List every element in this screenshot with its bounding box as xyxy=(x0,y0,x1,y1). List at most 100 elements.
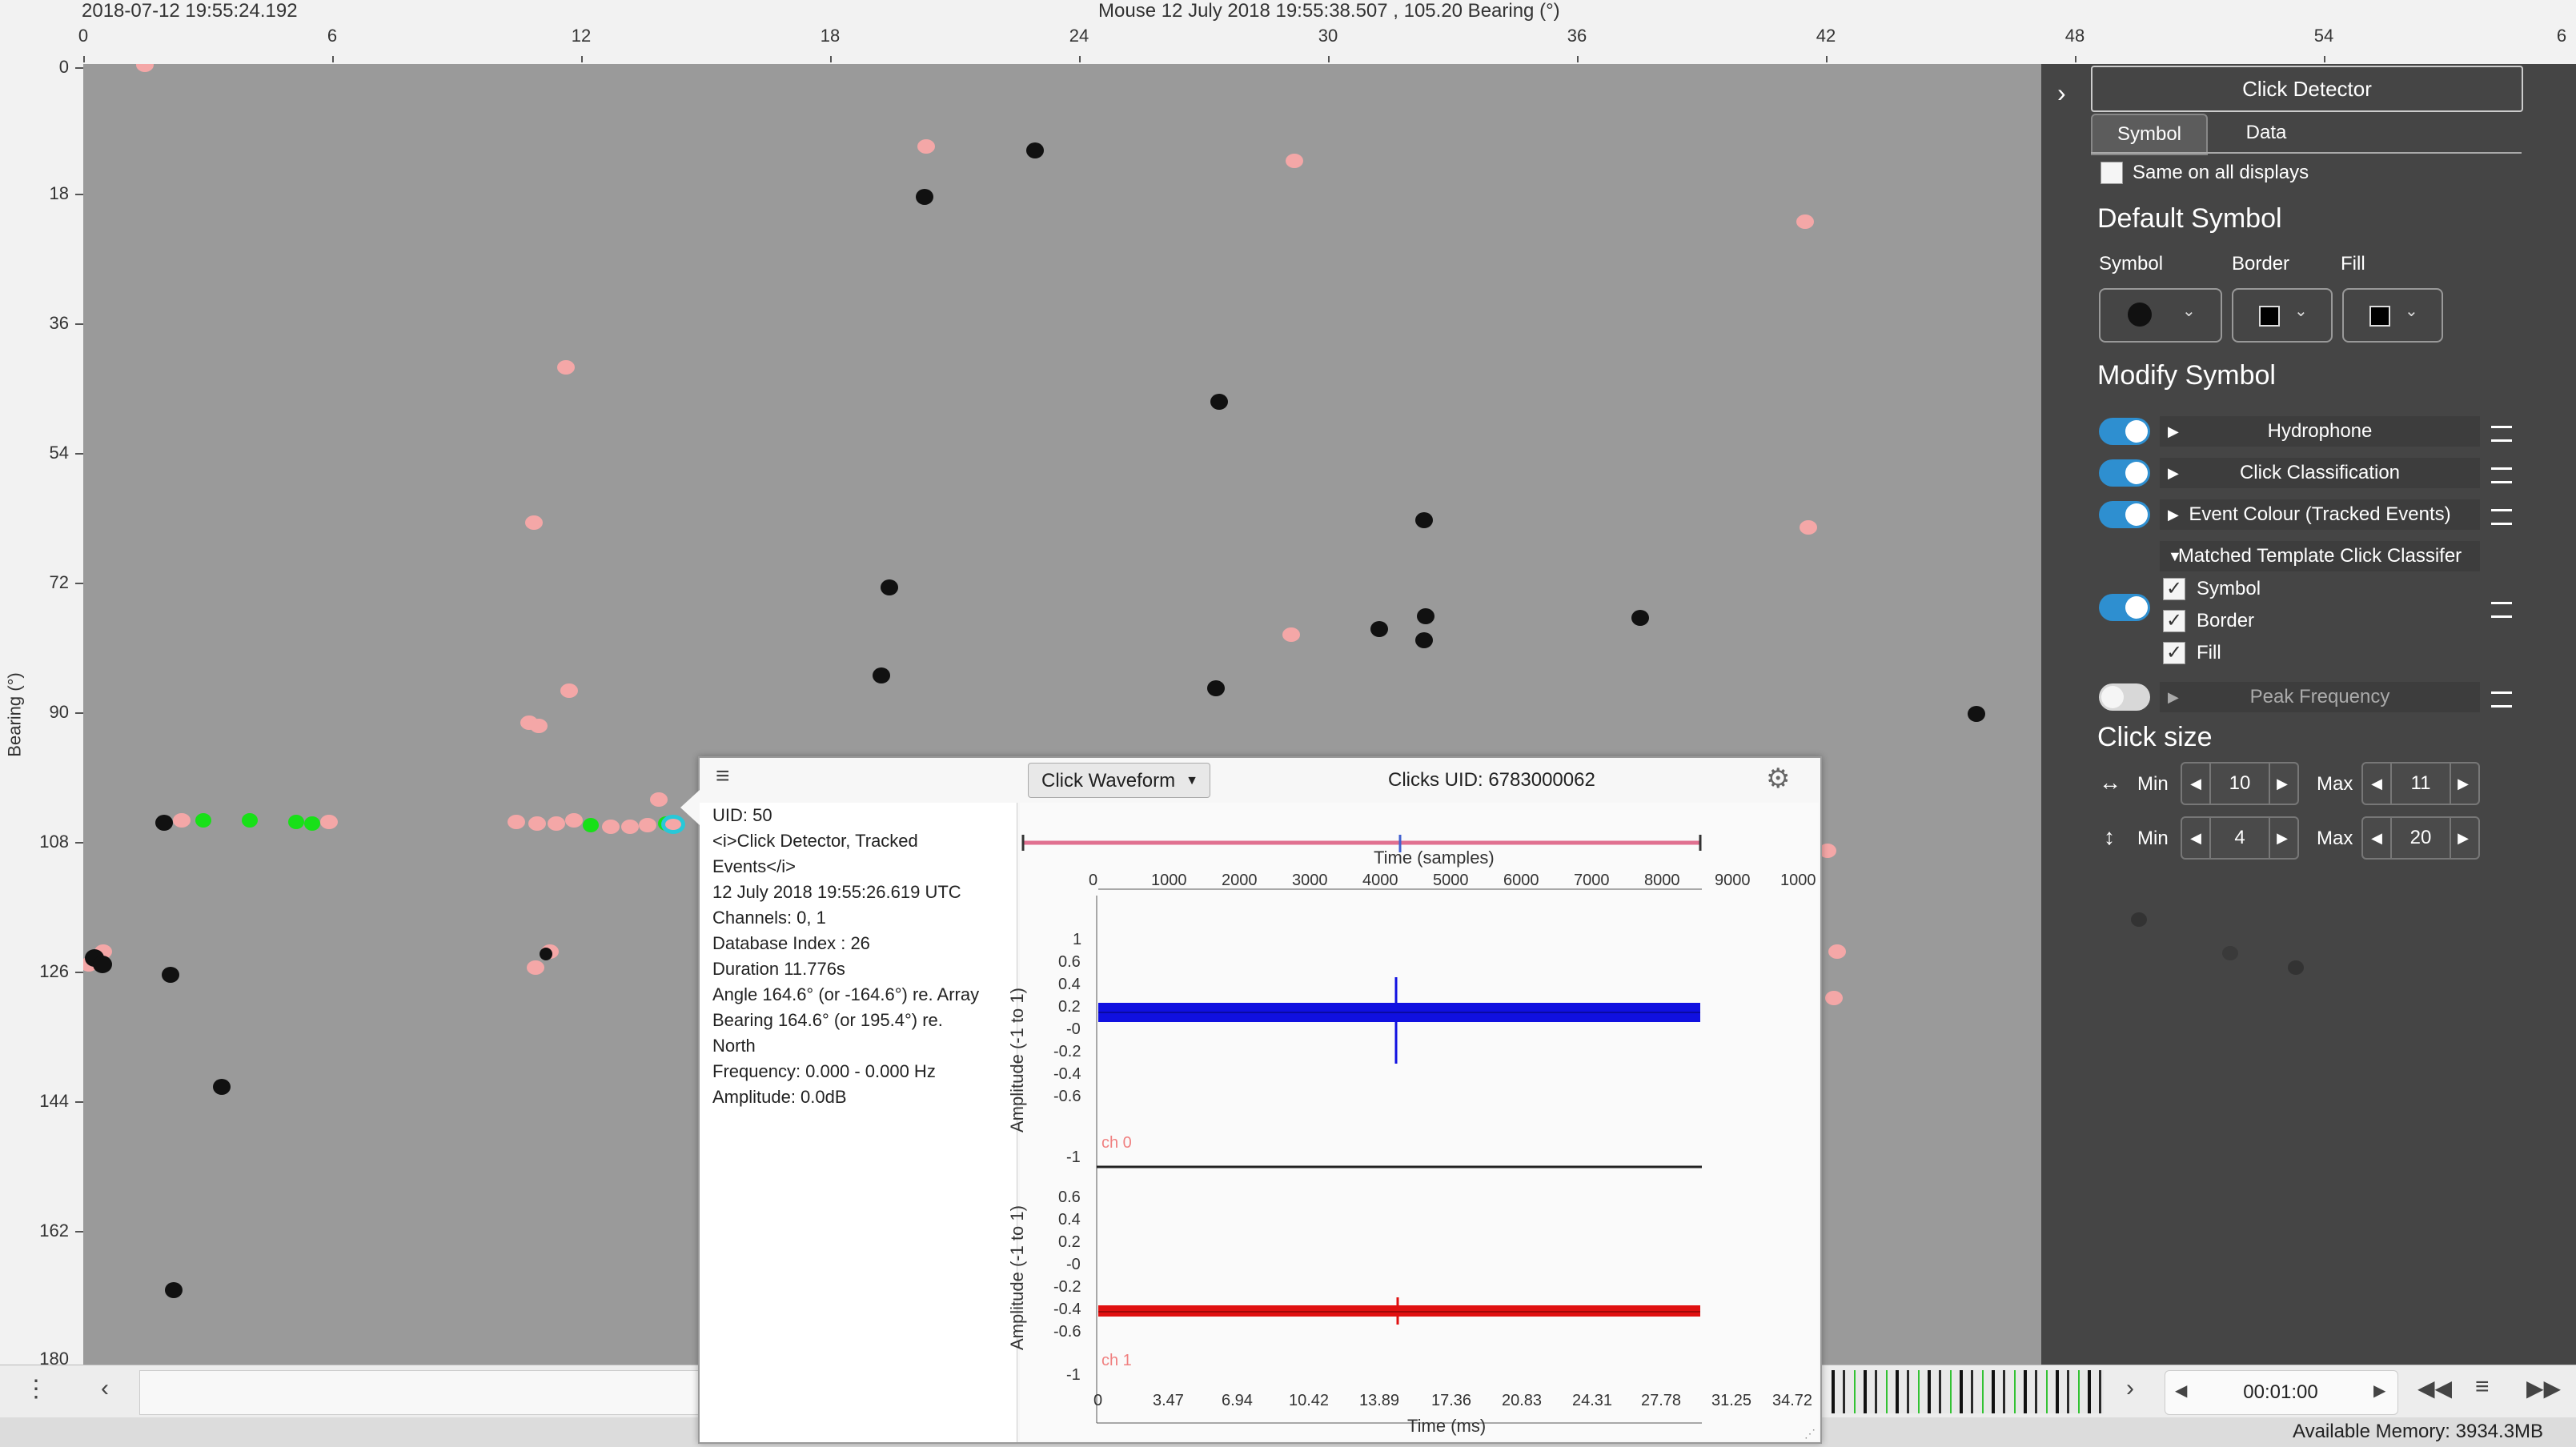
drag-handle-icon[interactable] xyxy=(2491,509,2512,525)
click-marker-pink[interactable] xyxy=(639,818,656,832)
click-marker-pink[interactable] xyxy=(136,64,154,72)
scroll-left-icon[interactable]: ‹ xyxy=(101,1375,109,1401)
click-marker-green[interactable] xyxy=(242,813,258,828)
tab-data[interactable]: Data xyxy=(2245,122,2287,143)
click-marker-pink[interactable] xyxy=(527,960,544,975)
click-marker-black[interactable] xyxy=(873,667,890,683)
modifier-event-colour[interactable]: ▶ Event Colour (Tracked Events) xyxy=(2160,499,2480,530)
click-marker-black[interactable] xyxy=(1417,608,1434,624)
click-marker-pink[interactable] xyxy=(528,816,546,831)
scroll-right-icon[interactable]: › xyxy=(2126,1375,2134,1401)
click-marker-black[interactable] xyxy=(1415,512,1433,528)
click-marker-pink[interactable] xyxy=(1828,944,1846,959)
same-on-all-displays-checkbox[interactable] xyxy=(2101,162,2123,184)
click-marker-pink[interactable] xyxy=(557,360,575,375)
click-marker-pink[interactable] xyxy=(621,820,639,834)
hydrophone-toggle[interactable] xyxy=(2099,418,2150,445)
click-marker-black[interactable] xyxy=(213,1079,231,1095)
click-marker-pink[interactable] xyxy=(565,813,583,828)
click-marker-pink[interactable] xyxy=(917,139,935,154)
click-marker-pink[interactable] xyxy=(173,813,191,828)
modifier-peak-frequency[interactable]: ▶ Peak Frequency xyxy=(2160,682,2480,712)
peak-frequency-toggle[interactable] xyxy=(2099,683,2150,711)
tab-symbol[interactable]: Symbol xyxy=(2091,114,2208,155)
click-marker-black[interactable] xyxy=(881,579,898,595)
scroll-duration-value[interactable]: 00:01:00 xyxy=(2243,1381,2318,1403)
click-marker-black[interactable] xyxy=(162,967,179,983)
click-marker-green[interactable] xyxy=(195,813,211,828)
click-marker-black[interactable] xyxy=(1415,632,1433,648)
drag-handle-icon[interactable] xyxy=(2491,602,2512,618)
matched-border-checkbox[interactable]: ✓ xyxy=(2163,610,2185,632)
event-colour-toggle[interactable] xyxy=(2099,501,2150,528)
matched-fill-checkbox[interactable]: ✓ xyxy=(2163,642,2185,664)
click-marker-black[interactable] xyxy=(93,956,112,973)
matched-symbol-checkbox[interactable]: ✓ xyxy=(2163,578,2185,600)
increment-icon[interactable]: ▶ xyxy=(2277,776,2288,792)
border-color-dropdown[interactable]: ⌄ xyxy=(2232,288,2333,343)
click-marker-black[interactable] xyxy=(1631,610,1649,626)
click-marker-black[interactable] xyxy=(540,948,552,960)
symbol-shape-dropdown[interactable]: ⌄ xyxy=(2099,288,2222,343)
click-info-popup[interactable]: ≡ Click Waveform ▼ Clicks UID: 6783000062… xyxy=(680,756,1822,1444)
click-marker-pink[interactable] xyxy=(650,792,668,807)
scroll-overview-strip[interactable] xyxy=(1832,1370,2104,1413)
click-marker-pink[interactable] xyxy=(530,719,548,733)
click-marker-pink[interactable] xyxy=(1282,627,1300,642)
click-marker-pink[interactable] xyxy=(1800,520,1817,535)
decrement-icon[interactable]: ◀ xyxy=(2190,776,2201,792)
fill-color-dropdown[interactable]: ⌄ xyxy=(2342,288,2443,343)
time-scrollbar[interactable] xyxy=(139,1370,701,1415)
click-marker-black[interactable] xyxy=(1026,142,1044,158)
width-min-stepper[interactable]: ◀ 10 ▶ xyxy=(2181,762,2299,805)
more-options-icon[interactable]: ⋮ xyxy=(24,1376,48,1402)
scroll-duration-stepper[interactable]: ◀ 00:01:00 ▶ xyxy=(2165,1370,2398,1415)
rewind-icon[interactable]: ◀◀ xyxy=(2418,1376,2453,1401)
waveform-plot[interactable] xyxy=(1020,803,1819,1441)
click-marker-black[interactable] xyxy=(1370,621,1388,637)
click-marker-black[interactable] xyxy=(1207,680,1225,696)
popup-menu-icon[interactable]: ≡ xyxy=(716,763,730,789)
decrement-icon[interactable]: ◀ xyxy=(2175,1382,2188,1400)
click-marker-pink[interactable] xyxy=(548,816,565,831)
decrement-icon[interactable]: ◀ xyxy=(2190,830,2201,846)
click-marker-pink[interactable] xyxy=(525,515,543,530)
click-marker-pink[interactable] xyxy=(602,820,620,834)
increment-icon[interactable]: ▶ xyxy=(2277,830,2288,846)
click-marker-black[interactable] xyxy=(1210,394,1228,410)
matched-template-toggle[interactable] xyxy=(2099,594,2150,621)
modifier-hydrophone[interactable]: ▶ Hydrophone xyxy=(2160,416,2480,447)
decrement-icon[interactable]: ◀ xyxy=(2371,830,2382,846)
height-min-stepper[interactable]: ◀ 4 ▶ xyxy=(2181,816,2299,860)
settings-gear-icon[interactable]: ⚙ xyxy=(1766,764,1791,794)
click-marker-green[interactable] xyxy=(304,816,320,831)
click-marker-pink[interactable] xyxy=(1819,844,1836,858)
collapse-panel-icon[interactable]: › xyxy=(2057,78,2066,107)
drag-handle-icon[interactable] xyxy=(2491,691,2512,707)
increment-icon[interactable]: ▶ xyxy=(2373,1382,2386,1400)
click-marker-pink[interactable] xyxy=(1286,154,1303,168)
click-marker-black[interactable] xyxy=(165,1282,183,1298)
modifier-click-classification[interactable]: ▶ Click Classification xyxy=(2160,458,2480,488)
drag-handle-icon[interactable] xyxy=(2491,467,2512,483)
click-marker-black[interactable] xyxy=(916,189,933,205)
display-type-dropdown[interactable]: Click Waveform ▼ xyxy=(1028,763,1210,798)
fast-forward-icon[interactable]: ▶▶ xyxy=(2526,1376,2562,1401)
drag-handle-icon[interactable] xyxy=(2491,426,2512,442)
resize-grip-icon[interactable]: ⋰ xyxy=(1804,1427,1816,1440)
height-max-stepper[interactable]: ◀ 20 ▶ xyxy=(2361,816,2480,860)
click-marker-pink[interactable] xyxy=(1796,214,1814,229)
increment-icon[interactable]: ▶ xyxy=(2458,776,2469,792)
click-marker-green[interactable] xyxy=(583,818,599,832)
click-marker-black[interactable] xyxy=(155,815,173,831)
menu-icon[interactable]: ≡ xyxy=(2475,1373,2490,1400)
click-classification-toggle[interactable] xyxy=(2099,459,2150,487)
modifier-matched-template[interactable]: ▼ Matched Template Click Classifer xyxy=(2160,541,2480,571)
click-marker-pink[interactable] xyxy=(508,815,525,829)
click-marker-pink[interactable] xyxy=(560,683,578,698)
increment-icon[interactable]: ▶ xyxy=(2458,830,2469,846)
decrement-icon[interactable]: ◀ xyxy=(2371,776,2382,792)
click-marker-black[interactable] xyxy=(1968,706,1985,722)
click-marker-pink[interactable] xyxy=(320,815,338,829)
click-marker-pink[interactable] xyxy=(1825,991,1843,1005)
